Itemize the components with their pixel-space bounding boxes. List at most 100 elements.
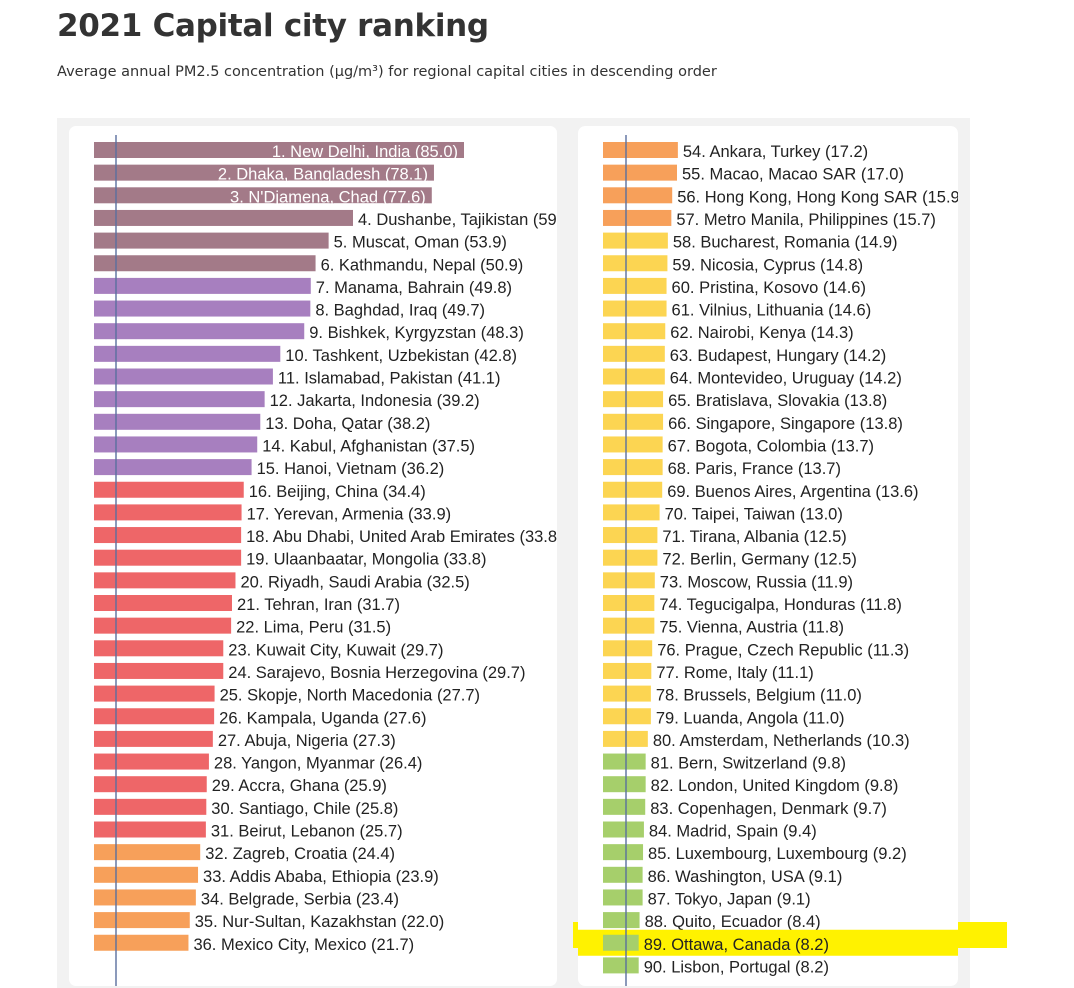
bar-label-19: 19. Ulaanbaatar, Mongolia (33.8) [246, 551, 486, 569]
bar-label-28: 28. Yangon, Myanmar (26.4) [214, 755, 423, 773]
bar-label-59: 59. Nicosia, Cyprus (14.8) [672, 256, 863, 274]
highlight-band [578, 929, 958, 956]
bar-83 [603, 798, 646, 815]
bar-label-63: 63. Budapest, Hungary (14.2) [670, 347, 886, 365]
bar-label-76: 76. Prague, Czech Republic (11.3) [657, 641, 909, 659]
bar-label-75: 75. Vienna, Austria (11.8) [659, 619, 844, 637]
bar-label-69: 69. Buenos Aires, Argentina (13.6) [667, 483, 918, 501]
bar-1 [94, 142, 464, 158]
bar-6 [94, 255, 316, 272]
bar-11 [94, 368, 273, 385]
bar-89 [603, 934, 639, 951]
bar-86 [603, 866, 643, 883]
bar-label-74: 74. Tegucigalpa, Honduras (11.8) [659, 596, 901, 614]
bar-9 [94, 323, 305, 340]
bar-66 [603, 413, 664, 430]
bar-29 [94, 776, 207, 793]
bar-label-31: 31. Beirut, Lebanon (25.7) [211, 823, 403, 841]
bar-label-20: 20. Riyadh, Saudi Arabia (32.5) [240, 573, 469, 591]
bar-label-66: 66. Singapore, Singapore (13.8) [668, 415, 903, 433]
bar-69 [603, 481, 663, 498]
bar-72 [603, 549, 658, 566]
bar-36 [94, 934, 189, 951]
bar-label-15: 15. Hanoi, Vietnam (36.2) [257, 460, 445, 478]
bar-label-57: 57. Metro Manila, Philippines (15.7) [676, 211, 936, 229]
bar-85 [603, 844, 644, 861]
bar-16 [94, 481, 244, 498]
bar-54 [603, 142, 678, 158]
bar-label-85: 85. Luxembourg, Luxembourg (9.2) [648, 845, 907, 863]
bar-8 [94, 300, 311, 317]
bar-label-11: 11. Islamabad, Pakistan (41.1) [278, 370, 501, 388]
bar-88 [603, 912, 640, 929]
bar-33 [94, 866, 199, 883]
bar-label-7: 7. Manama, Bahrain (49.8) [316, 279, 512, 297]
bar-label-25: 25. Skopje, North Macedonia (27.7) [220, 687, 480, 705]
bar-65 [603, 391, 664, 408]
bar-label-78: 78. Brussels, Belgium (11.0) [656, 687, 862, 705]
bar-label-54: 54. Ankara, Turkey (17.2) [683, 143, 868, 161]
bar-5 [94, 232, 329, 249]
bar-73 [603, 572, 655, 589]
bar-17 [94, 504, 242, 521]
bar-28 [94, 753, 209, 770]
bar-label-72: 72. Berlin, Germany (12.5) [662, 551, 856, 569]
bar-label-36: 36. Mexico City, Mexico (21.7) [193, 936, 414, 954]
bar-56 [603, 187, 673, 204]
bar-84 [603, 821, 644, 838]
bar-label-61: 61. Vilnius, Lithuania (14.6) [672, 302, 872, 320]
bar-label-71: 71. Tirana, Albania (12.5) [662, 528, 846, 546]
bar-78 [603, 685, 651, 702]
bar-67 [603, 436, 663, 453]
bar-75 [603, 617, 655, 634]
bar-55 [603, 164, 677, 181]
bar-label-10: 10. Tashkent, Uzbekistan (42.8) [285, 347, 517, 365]
bar-32 [94, 844, 201, 861]
bar-label-81: 81. Bern, Switzerland (9.8) [651, 755, 846, 773]
bar-3 [94, 187, 432, 204]
bar-label-6: 6. Kathmandu, Nepal (50.9) [321, 256, 524, 274]
bar-label-77: 77. Rome, Italy (11.1) [656, 664, 813, 682]
bar-15 [94, 459, 252, 476]
bar-label-68: 68. Paris, France (13.7) [668, 460, 841, 478]
bar-22 [94, 617, 232, 634]
bar-label-73: 73. Moscow, Russia (11.9) [660, 573, 853, 591]
bar-label-9: 9. Bishkek, Kyrgyzstan (48.3) [309, 324, 524, 342]
bar-label-70: 70. Taipei, Taiwan (13.0) [665, 505, 843, 523]
bar-25 [94, 685, 215, 702]
chart-panel-right: 54. Ankara, Turkey (17.2) 55. Macao, Maca… [578, 126, 958, 986]
bar-34 [94, 889, 196, 906]
bar-label-34: 34. Belgrade, Serbia (23.4) [201, 890, 399, 908]
bar-label-5: 5. Muscat, Oman (53.9) [334, 234, 507, 252]
bar-label-27: 27. Abuja, Nigeria (27.3) [218, 732, 396, 750]
bar-label-33: 33. Addis Ababa, Ethiopia (23.9) [203, 868, 439, 886]
bar-label-90: 90. Lisbon, Portugal (8.2) [644, 958, 829, 976]
bar-71 [603, 527, 658, 544]
bar-label-87: 87. Tokyo, Japan (9.1) [648, 890, 811, 908]
bar-label-21: 21. Tehran, Iran (31.7) [237, 596, 400, 614]
bar-label-29: 29. Accra, Ghana (25.9) [212, 777, 387, 795]
bar-60 [603, 277, 667, 294]
bar-label-22: 22. Lima, Peru (31.5) [236, 619, 391, 637]
bar-30 [94, 798, 207, 815]
bar-label-80: 80. Amsterdam, Netherlands (10.3) [653, 732, 910, 750]
bar-label-67: 67. Bogota, Colombia (13.7) [668, 437, 874, 455]
bar-label-2: 2. Dhaka, Bangladesh (78.1) [218, 166, 428, 184]
bar-label-18: 18. Abu Dhabi, United Arab Emirates (33.… [246, 528, 557, 546]
bar-10 [94, 345, 281, 362]
bar-label-65: 65. Bratislava, Slovakia (13.8) [668, 392, 887, 410]
bar-label-55: 55. Macao, Macao SAR (17.0) [682, 166, 904, 184]
bar-label-17: 17. Yerevan, Armenia (33.9) [247, 505, 452, 523]
bar-13 [94, 413, 261, 430]
bar-label-12: 12. Jakarta, Indonesia (39.2) [270, 392, 480, 410]
bar-59 [603, 255, 668, 272]
bar-label-60: 60. Pristina, Kosovo (14.6) [672, 279, 866, 297]
bar-label-84: 84. Madrid, Spain (9.4) [649, 823, 817, 841]
ranking-chart-left: 1. New Delhi, India (85.0) 2. Dhaka, Bang… [94, 135, 557, 986]
ranking-chart-right: 54. Ankara, Turkey (17.2) 55. Macao, Maca… [578, 126, 958, 986]
bar-24 [94, 662, 224, 679]
bar-label-86: 86. Washington, USA (9.1) [648, 868, 843, 886]
chart-panel-left: 1. New Delhi, India (85.0) 2. Dhaka, Bang… [69, 126, 557, 986]
bar-label-88: 88. Quito, Ecuador (8.4) [645, 913, 821, 931]
bar-77 [603, 662, 652, 679]
